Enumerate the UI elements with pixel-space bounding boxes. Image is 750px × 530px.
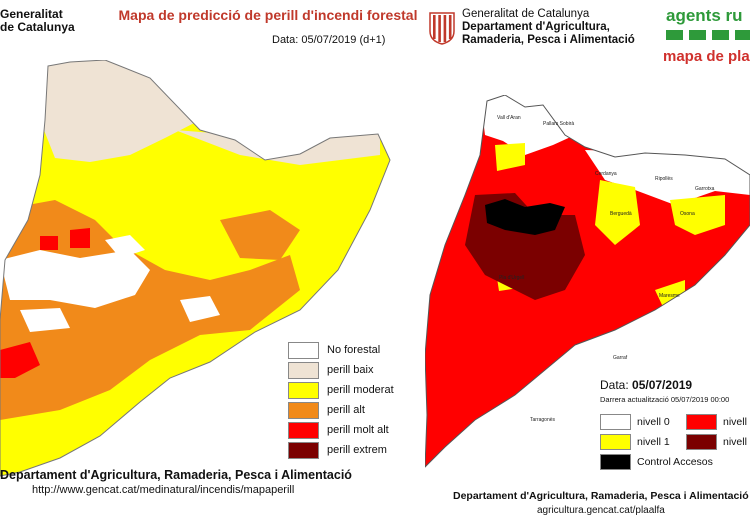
left-footer-url[interactable]: http://www.gencat.cat/medinatural/incend… xyxy=(32,484,295,496)
plan-date: Data: 05/07/2019 xyxy=(600,378,692,392)
region-label: Garrotxa xyxy=(695,186,715,192)
legend-label: No forestal xyxy=(327,344,381,356)
legend-label: nivell 0 xyxy=(637,416,670,428)
region-label: Maresme xyxy=(659,293,680,299)
legend-swatch xyxy=(600,434,631,450)
legend-row-perill-baix: perill baix xyxy=(288,360,394,380)
legend-label: nivell 1 xyxy=(637,436,670,448)
legend-swatch xyxy=(600,414,631,430)
region-label: Ripollès xyxy=(655,176,673,182)
legend-row-perill-alt: perill alt xyxy=(288,400,394,420)
right-footer-department: Departament d'Agricultura, Ramaderia, Pe… xyxy=(453,490,749,502)
mapa-plan-title: mapa de pla xyxy=(663,48,750,65)
legend-label: perill alt xyxy=(327,404,365,416)
dept-line2: Departament d'Agricultura, xyxy=(462,21,610,33)
region-label: Tarragonès xyxy=(530,417,556,423)
region-label: Pla d'Urgell xyxy=(499,275,524,281)
legend-label: nivell 2 xyxy=(723,416,750,428)
danger-legend: No forestal perill baix perill moderat p… xyxy=(288,340,394,460)
legend-swatch xyxy=(288,441,319,459)
department-logo: Generalitat de Catalunya Departament d'A… xyxy=(428,8,635,47)
left-footer-department: Departament d'Agricultura, Ramaderia, Pe… xyxy=(0,468,352,482)
legend-label: nivell 3 xyxy=(723,436,750,448)
generalitat-logo-text: Generalitat de Catalunya xyxy=(0,8,75,34)
dept-line1: Generalitat de Catalunya xyxy=(462,8,590,20)
legend-nivell-1: nivell 1 xyxy=(600,434,686,450)
legend-control-accesos: Control Accesos xyxy=(600,454,750,470)
region-label: Vall d'Aran xyxy=(497,115,521,121)
gen-logo-line1: Generalitat xyxy=(0,7,63,21)
legend-label: perill moderat xyxy=(327,384,394,396)
legend-swatch xyxy=(288,401,319,419)
legend-swatch xyxy=(600,454,631,470)
dept-line3: Ramaderia, Pesca i Alimentació xyxy=(462,34,635,46)
legend-label: Control Accesos xyxy=(637,456,713,468)
fire-danger-map xyxy=(0,60,391,477)
legend-label: perill extrem xyxy=(327,444,387,456)
legend-swatch xyxy=(288,341,319,359)
legend-row-no-forestal: No forestal xyxy=(288,340,394,360)
plan-date-value: 05/07/2019 xyxy=(632,378,693,392)
legend-swatch xyxy=(686,434,717,450)
level-legend: nivell 0 nivell 2 nivell 1 nivell 3 Cont… xyxy=(600,414,750,470)
gen-logo-line2: de Catalunya xyxy=(0,20,75,34)
access-plan-map: Vall d'Aran Pallars Sobirà Cerdanya Ripo… xyxy=(425,95,750,468)
legend-swatch xyxy=(288,361,319,379)
legend-label: perill baix xyxy=(327,364,374,376)
legend-swatch xyxy=(686,414,717,430)
legend-label: perill molt alt xyxy=(327,424,389,436)
region-label: Osona xyxy=(680,211,695,217)
forecast-date: Data: 05/07/2019 (d+1) xyxy=(272,34,386,46)
catalonia-shield-icon xyxy=(429,11,455,45)
region-label: Garraf xyxy=(613,355,628,361)
plan-date-label: Data: xyxy=(600,378,629,392)
region-label: Berguedà xyxy=(610,211,632,217)
region-label: Pallars Sobirà xyxy=(543,121,574,127)
legend-nivell-2: nivell 2 xyxy=(686,414,750,430)
region-label: Cerdanya xyxy=(595,171,617,177)
map-title: Mapa de predicció de perill d'incendi fo… xyxy=(118,7,418,23)
legend-nivell-3: nivell 3 xyxy=(686,434,750,450)
legend-row-perill-moderat: perill moderat xyxy=(288,380,394,400)
agents-logo-bar xyxy=(666,30,750,40)
last-update: Darrera actualització 05/07/2019 00:00 xyxy=(600,395,730,404)
legend-row-perill-extrem: perill extrem xyxy=(288,440,394,460)
agents-rurals-logo: agents ru xyxy=(666,6,743,25)
legend-swatch xyxy=(288,381,319,399)
legend-swatch xyxy=(288,421,319,439)
legend-row-perill-molt-alt: perill molt alt xyxy=(288,420,394,440)
legend-nivell-0: nivell 0 xyxy=(600,414,686,430)
right-footer-url[interactable]: agricultura.gencat.cat/plaalfa xyxy=(537,505,665,516)
